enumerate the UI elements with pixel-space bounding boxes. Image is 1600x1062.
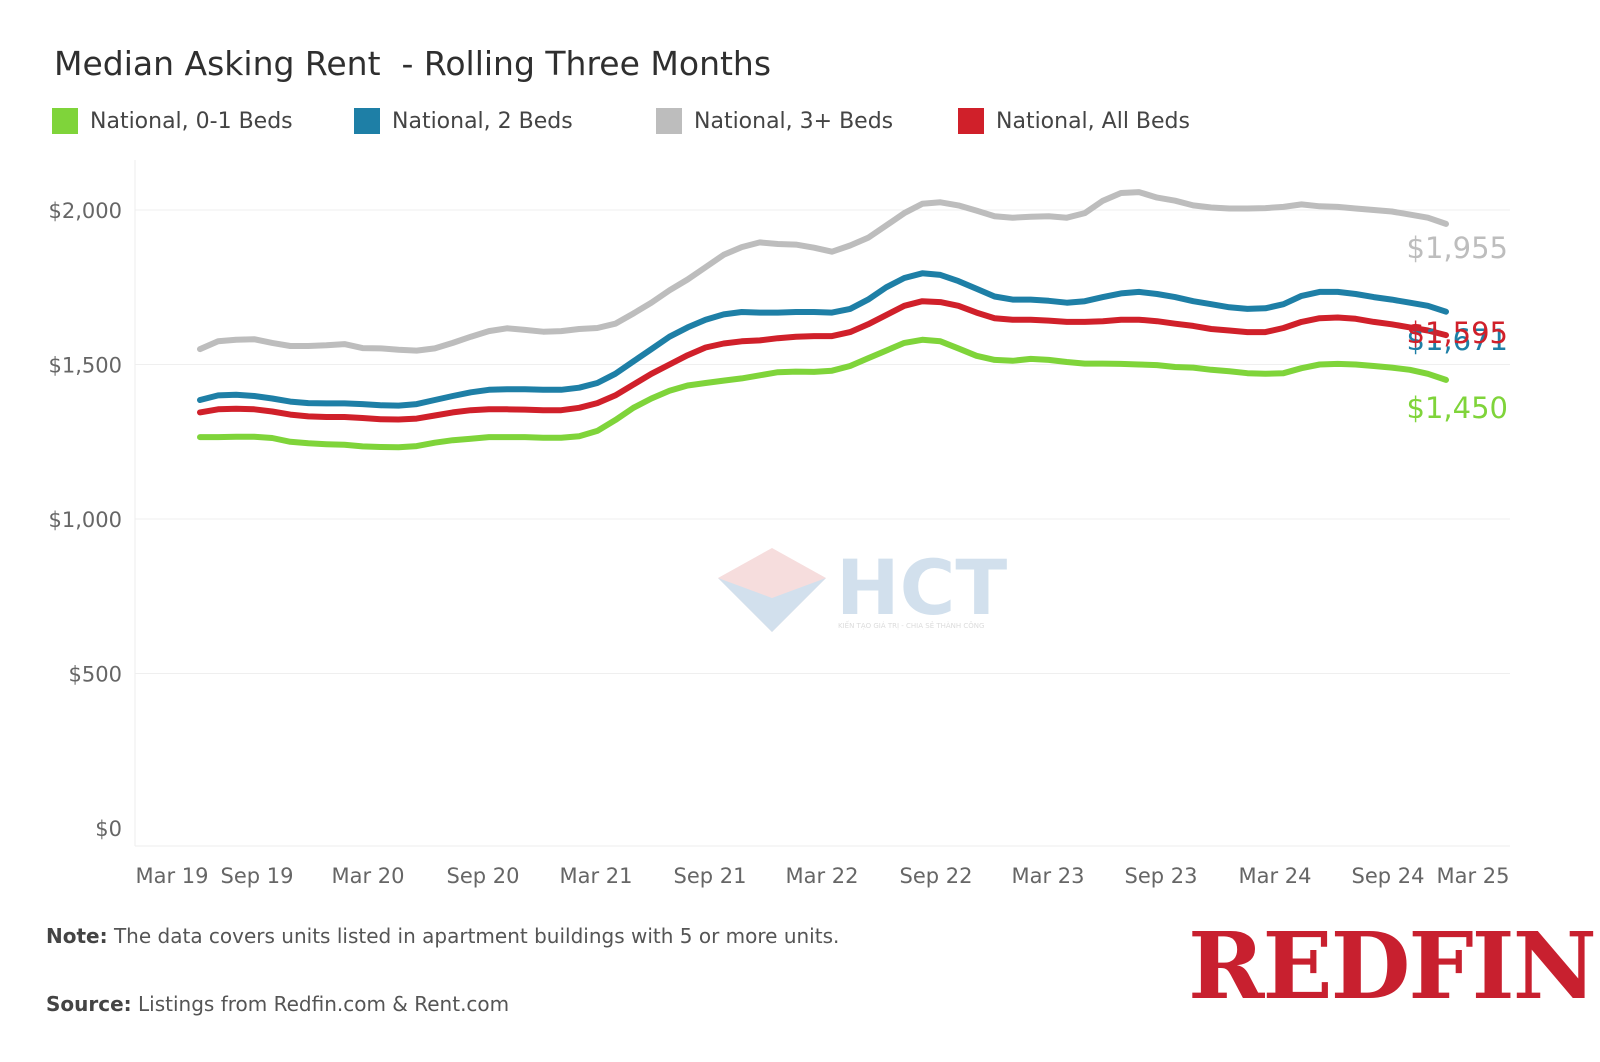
x-tick-label: Mar 22 [785, 864, 858, 888]
y-tick-label: $1,000 [49, 508, 122, 532]
legend-item-2-beds[interactable]: National, 2 Beds [354, 108, 573, 134]
series-end-label: $1,595 [1407, 316, 1508, 350]
x-tick-label: Sep 20 [447, 864, 520, 888]
legend-swatch [656, 108, 682, 134]
source-text: Listings from Redfin.com & Rent.com [131, 992, 510, 1016]
source-label: Source: [46, 992, 132, 1016]
legend-item-all-beds[interactable]: National, All Beds [958, 108, 1190, 134]
note-text: The data covers units listed in apartmen… [107, 924, 840, 948]
legend-item-3-plus-beds[interactable]: National, 3+ Beds [656, 108, 893, 134]
y-tick-label: $500 [69, 663, 122, 687]
legend-label: National, 2 Beds [392, 108, 573, 134]
watermark-text: HCT [836, 548, 1007, 632]
x-tick-label: Sep 23 [1125, 864, 1198, 888]
watermark-tagline: KIẾN TẠO GIÁ TRỊ - CHIA SẺ THÀNH CÔNG [838, 620, 984, 630]
note-label: Note: [46, 924, 108, 948]
series-end-label: $1,671 [1407, 323, 1508, 357]
x-tick-label: Sep 22 [900, 864, 973, 888]
series-line [197, 336, 1449, 451]
legend-swatch [52, 108, 78, 134]
x-tick-label: Sep 24 [1352, 864, 1425, 888]
series-line [197, 270, 1449, 409]
x-tick-label: Mar 24 [1238, 864, 1311, 888]
x-tick-label: Mar 19 [135, 864, 208, 888]
x-tick-label: Mar 23 [1011, 864, 1084, 888]
legend-label: National, 3+ Beds [694, 108, 894, 134]
y-tick-label: $0 [95, 817, 122, 841]
watermark-diamond-top-icon [718, 548, 826, 632]
legend-label: National, 0-1 Beds [90, 108, 293, 134]
y-tick-label: $2,000 [49, 199, 122, 223]
x-tick-label: Mar 21 [559, 864, 632, 888]
source: Source: Listings from Redfin.com & Rent.… [46, 992, 509, 1016]
x-tick-label: Sep 21 [674, 864, 747, 888]
series-line [197, 298, 1449, 423]
series-line [197, 189, 1449, 354]
x-tick-label: Mar 20 [331, 864, 404, 888]
legend-swatch [354, 108, 380, 134]
legend-item-0-1-beds[interactable]: National, 0-1 Beds [52, 108, 293, 134]
y-tick-label: $1,500 [49, 354, 122, 378]
legend: National, 0-1 Beds National, 2 Beds Nati… [52, 108, 1552, 140]
series-end-label: $1,955 [1407, 231, 1508, 265]
watermark: HCT KIẾN TẠO GIÁ TRỊ - CHIA SẺ THÀNH CÔN… [718, 543, 1018, 642]
chart-title: Median Asking Rent - Rolling Three Month… [54, 44, 772, 83]
watermark-logo: HCT KIẾN TẠO GIÁ TRỊ - CHIA SẺ THÀNH CÔN… [718, 543, 1007, 632]
note: Note: The data covers units listed in ap… [46, 924, 839, 948]
redfin-logo: REDFIN [1188, 912, 1597, 1020]
legend-swatch [958, 108, 984, 134]
watermark-diamond-bottom-icon [718, 578, 826, 632]
x-tick-label: Sep 19 [221, 864, 294, 888]
x-tick-label: Mar 25 [1436, 864, 1509, 888]
legend-label: National, All Beds [996, 108, 1190, 134]
series-end-label: $1,450 [1407, 391, 1508, 425]
